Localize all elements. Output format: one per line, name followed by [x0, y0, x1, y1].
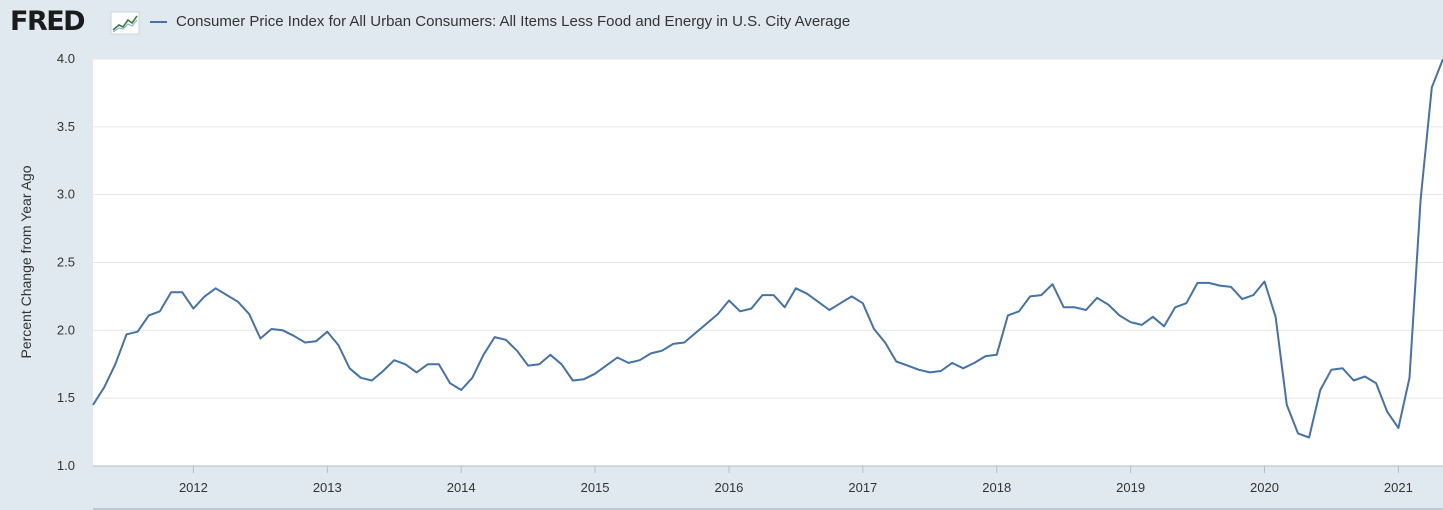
- y-tick-label: 3.5: [57, 119, 75, 134]
- x-tick-label: 2016: [714, 480, 743, 495]
- x-tick-label: 2021: [1384, 480, 1413, 495]
- chart-line-icon: [110, 11, 140, 35]
- x-tick-label: 2014: [447, 480, 476, 495]
- y-tick-label: 2.5: [57, 255, 75, 270]
- legend-swatch: [150, 21, 167, 23]
- y-tick-label: 1.5: [57, 390, 75, 405]
- x-tick-label: 2013: [313, 480, 342, 495]
- y-tick-label: 3.0: [57, 187, 75, 202]
- y-tick-label: 2.0: [57, 322, 75, 337]
- y-axis-ticks: 1.0 1.5 2.0 2.5 3.0 3.5 4.0: [57, 51, 75, 473]
- x-tick-label: 2015: [581, 480, 610, 495]
- x-tick-label: 2012: [179, 480, 208, 495]
- y-tick-label: 4.0: [57, 51, 75, 66]
- fred-logo[interactable]: FRED: [10, 6, 86, 37]
- x-axis-ticks: 2012 2013 2014 2015 2016 2017 2018 2019 2020 2021: [179, 466, 1413, 495]
- y-tick-label: 1.0: [57, 458, 75, 473]
- y-axis-label: Percent Change from Year Ago: [18, 165, 34, 358]
- chart-title: Consumer Price Index for All Urban Consu…: [176, 13, 851, 30]
- gridlines: [93, 58, 1443, 399]
- x-tick-label: 2019: [1116, 480, 1145, 495]
- chart-header: FRED Consumer Price Index for All Urban …: [0, 0, 1443, 48]
- x-tick-label: 2020: [1250, 480, 1279, 495]
- x-tick-label: 2017: [848, 480, 877, 495]
- series-group: [92, 58, 1443, 439]
- x-tick-label: 2018: [982, 480, 1011, 495]
- series-line[interactable]: [92, 58, 1443, 439]
